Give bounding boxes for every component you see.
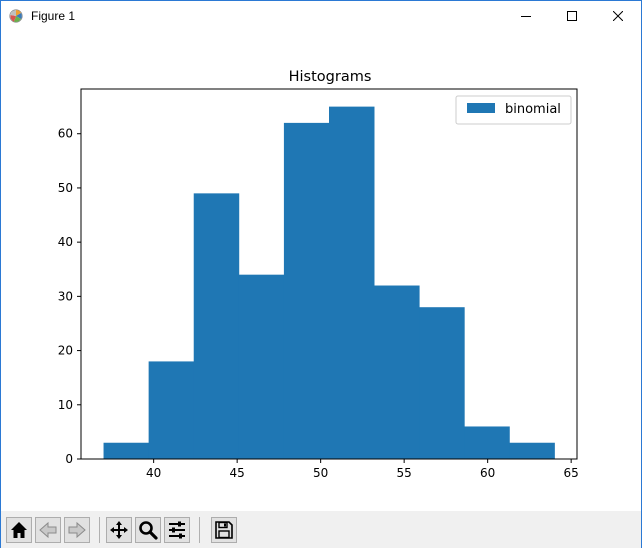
x-tick-label: 45: [230, 466, 245, 480]
histogram-bar: [419, 307, 465, 459]
histogram-chart: Histograms 40 45 50 55 60 65 0 10 20 30 40 50 60 bi…: [58, 69, 579, 480]
configure-subplots-icon: [169, 521, 185, 539]
forward-icon: [68, 521, 86, 539]
title-bar[interactable]: Figure 1: [1, 1, 641, 31]
histogram-bar: [509, 442, 555, 459]
legend-swatch: [467, 103, 495, 113]
y-tick-label: 50: [58, 181, 73, 195]
y-tick-label: 20: [58, 344, 73, 358]
axes-frame: [80, 88, 578, 460]
minimize-icon: [521, 16, 531, 17]
histogram-bar: [148, 361, 195, 459]
zoom-icon: [139, 521, 158, 540]
histogram-bar: [283, 122, 330, 459]
legend-label: binomial: [505, 102, 561, 117]
figure-canvas[interactable]: Histograms 40 45 50 55 60 65 0 10 20 30 40 50 60 bi…: [1, 31, 641, 511]
chart-title: Histograms: [289, 69, 372, 85]
maximize-button[interactable]: [549, 1, 595, 31]
close-icon: [613, 11, 623, 21]
forward-button[interactable]: [64, 517, 90, 543]
toolbar-separator: [99, 517, 100, 543]
close-button[interactable]: [595, 1, 641, 31]
x-tick-label: 60: [480, 466, 495, 480]
histogram-bar: [464, 426, 510, 459]
back-button[interactable]: [35, 517, 61, 543]
histogram-bar: [374, 285, 420, 459]
x-tick-label: 65: [564, 466, 579, 480]
x-tick-label: 40: [146, 466, 161, 480]
zoom-button[interactable]: [135, 517, 161, 543]
x-tick-label: 50: [313, 466, 328, 480]
histogram-bar: [103, 442, 150, 459]
configure-subplots-button[interactable]: [164, 517, 190, 543]
back-icon: [39, 521, 57, 539]
histogram-bar: [329, 106, 375, 459]
y-axis-ticks: 0 10 20 30 40 50 60: [58, 127, 81, 466]
x-tick-label: 55: [397, 466, 412, 480]
save-icon: [215, 521, 233, 539]
save-button[interactable]: [211, 517, 237, 543]
histogram-bar: [193, 193, 240, 459]
window-title: Figure 1: [31, 9, 76, 23]
y-tick-label: 30: [58, 289, 73, 303]
pan-button[interactable]: [106, 517, 132, 543]
navigation-toolbar: [1, 511, 641, 548]
toolbar-separator: [199, 517, 200, 543]
matplotlib-app-icon: [9, 9, 23, 23]
x-axis-ticks: 40 45 50 55 60 65: [146, 459, 579, 480]
minimize-button[interactable]: [503, 1, 549, 31]
y-tick-label: 40: [58, 235, 73, 249]
home-icon: [11, 522, 27, 538]
bars-group: [103, 106, 555, 459]
y-tick-label: 10: [58, 398, 73, 412]
y-tick-label: 0: [65, 452, 73, 466]
histogram-bar: [238, 274, 285, 459]
pan-icon: [110, 521, 128, 539]
legend: binomial: [455, 95, 572, 125]
maximize-icon: [567, 11, 577, 21]
y-tick-label: 60: [58, 127, 73, 141]
home-button[interactable]: [6, 517, 32, 543]
